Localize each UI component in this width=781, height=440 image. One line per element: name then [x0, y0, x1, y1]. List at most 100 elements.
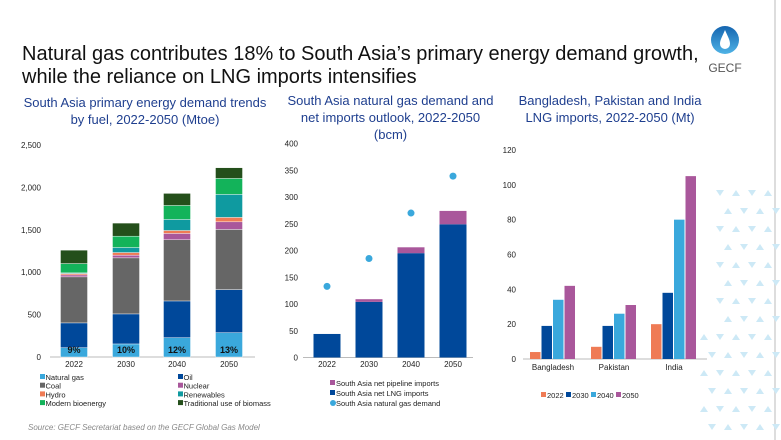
legend-swatch [178, 391, 183, 397]
x-tick-label: 2030 [360, 360, 378, 369]
pattern-triangle [764, 406, 772, 412]
legend-label: South Asia natural gas demand [336, 399, 440, 408]
pattern-triangle [748, 298, 756, 304]
pattern-triangle [716, 370, 724, 376]
bar-segment-coal [163, 239, 191, 302]
y-tick-label: 500 [28, 311, 42, 320]
y-tick-label: 0 [294, 354, 299, 363]
x-tick-label: 2040 [402, 360, 420, 369]
y-tick-label: 2,000 [21, 183, 42, 192]
pattern-triangle [764, 226, 772, 232]
y-tick-label: 1,500 [21, 226, 42, 235]
pattern-triangle [756, 208, 764, 214]
x-tick-label: Bangladesh [532, 363, 574, 372]
bar-segment-oil [215, 289, 243, 333]
y-tick-label: 0 [512, 355, 517, 364]
y-tick-label: 200 [285, 247, 299, 256]
pattern-triangle [716, 190, 724, 196]
gas-share-label: 10% [117, 345, 135, 355]
x-tick-label: 2022 [65, 360, 83, 369]
gas-share-label: 9% [67, 345, 80, 355]
legend-label: Hydro [46, 390, 66, 399]
legend-marker [330, 400, 336, 406]
y-tick-label: 60 [507, 251, 516, 260]
bar-india-2030 [662, 292, 673, 359]
gas-share-label: 13% [220, 345, 238, 355]
bar-segment-hydro [163, 230, 191, 234]
bar-bangladesh-2040 [553, 299, 564, 359]
pattern-triangle [732, 298, 740, 304]
y-tick-label: 80 [507, 216, 516, 225]
pattern-triangle [756, 388, 764, 394]
pattern-triangle [724, 208, 732, 214]
chart2-title: South Asia natural gas demand and net im… [287, 93, 494, 142]
pattern-triangle [732, 334, 740, 340]
legend-label: Renewables [184, 390, 226, 399]
y-tick-label: 250 [285, 220, 299, 229]
y-tick-label: 150 [285, 273, 299, 282]
y-tick-label: 50 [289, 327, 298, 336]
y-tick-label: 300 [285, 193, 299, 202]
y-tick-label: 20 [507, 320, 516, 329]
gas-flame-logo-icon [711, 26, 739, 54]
bar-segment-nuclear [163, 233, 191, 241]
pattern-triangle [740, 388, 748, 394]
pattern-triangle [732, 190, 740, 196]
legend-label: Nuclear [184, 382, 210, 391]
y-tick-label: 400 [285, 140, 299, 149]
chart3-title: Bangladesh, Pakistan and India LNG impor… [518, 93, 702, 125]
bar-segment-traditional-use-of-biomass [163, 193, 191, 206]
chart2-gas-demand-imports: 0 50 100 150 200 250 300 350 400 2022 2030 2040 2050… [285, 140, 473, 408]
bar-pakistan-2022 [591, 346, 602, 359]
bar-segment-hydro [215, 217, 243, 223]
demand-marker [365, 255, 373, 263]
legend-swatch [40, 374, 45, 379]
bar-segment-renewables [163, 219, 191, 231]
legend-swatch [40, 382, 45, 388]
demand-marker [323, 282, 331, 290]
bar-segment-hydro [112, 252, 140, 256]
demand-marker [449, 172, 457, 180]
bar-segment-renewables [112, 247, 140, 253]
legend-swatch [330, 380, 335, 385]
gecf-logo: GECF [705, 25, 745, 75]
legend-label: South Asia net LNG imports [336, 389, 429, 398]
pattern-triangle [748, 334, 756, 340]
bar-segment-modern-bioenergy [60, 263, 88, 274]
x-tick-label: 2050 [444, 360, 462, 369]
bar-segment-traditional-use-of-biomass [215, 167, 243, 179]
bar-segment-south-asia-net-pipeline-imports [397, 247, 425, 254]
pattern-triangle [724, 244, 732, 250]
bar-segment-nuclear [60, 274, 88, 278]
chart1-energy-demand-by-fuel: 0 500 1,000 1,500 2,000 2,500 9% 2022 10% 2030 12%… [21, 141, 271, 408]
pattern-triangle [772, 208, 780, 214]
legend-label: Oil [184, 373, 194, 382]
bar-bangladesh-2050 [564, 285, 575, 359]
pattern-triangle [748, 370, 756, 376]
legend-label: Traditional use of biomass [184, 399, 272, 408]
pattern-triangle [724, 424, 732, 430]
legend-swatch [566, 392, 571, 397]
y-tick-label: 350 [285, 166, 299, 175]
pattern-triangle [716, 298, 724, 304]
bar-segment-nuclear [215, 221, 243, 230]
bar-segment-oil [112, 313, 140, 345]
pattern-triangle [708, 424, 716, 430]
y-tick-label: 0 [37, 353, 42, 362]
chart1-title: South Asia primary energy demand trends … [23, 95, 267, 127]
legend-swatch [178, 374, 183, 379]
pattern-triangle [764, 298, 772, 304]
bar-pakistan-2030 [602, 325, 613, 359]
bar-segment-south-asia-net-lng-imports [355, 301, 383, 358]
legend-label: 2022 [547, 391, 564, 400]
pattern-triangle [724, 316, 732, 322]
bar-segment-south-asia-net-pipeline-imports [355, 299, 383, 302]
bar-segment-modern-bioenergy [215, 178, 243, 195]
source-note: Source: GECF Secretariat based on the GE… [28, 423, 260, 432]
legend-swatch [591, 392, 596, 397]
pattern-triangle [764, 334, 772, 340]
gas-share-label: 12% [168, 345, 186, 355]
y-tick-label: 120 [503, 146, 517, 155]
